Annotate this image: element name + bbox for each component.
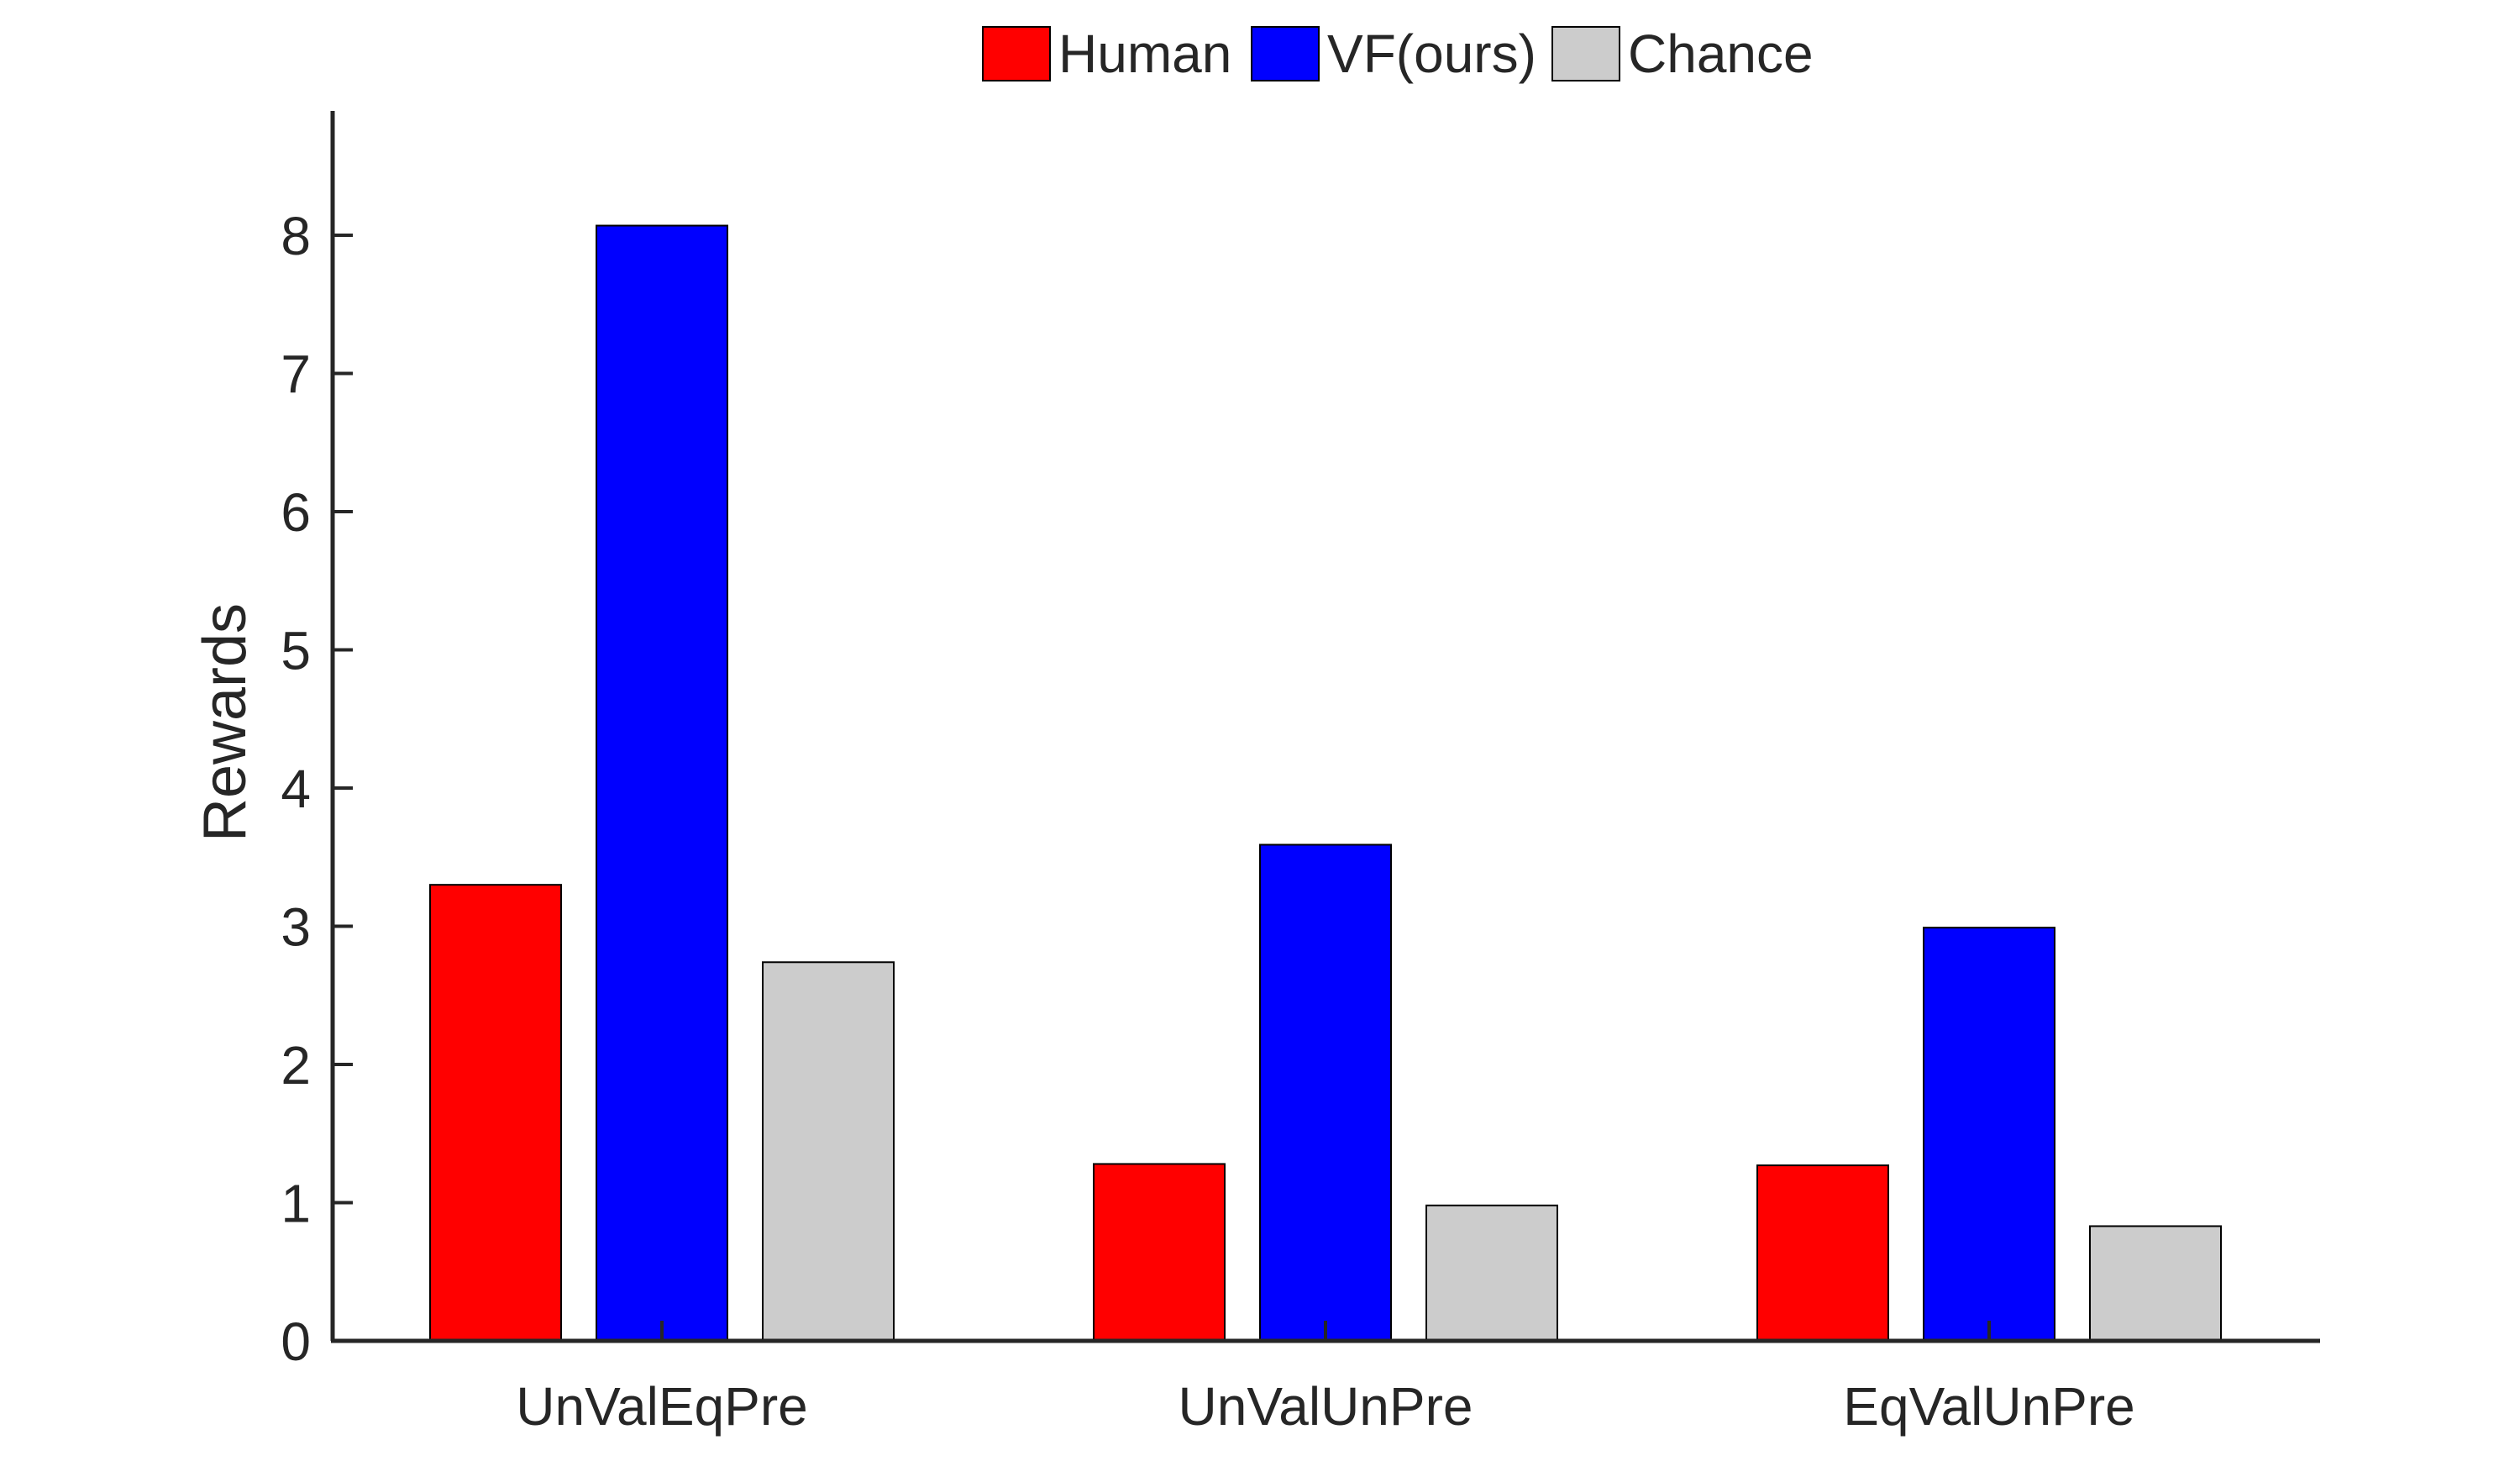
- y-tick-label: 3: [281, 897, 311, 958]
- bar-chance-eqvalunpre: [2089, 1225, 2222, 1342]
- x-tick-label: UnValUnPre: [1179, 1376, 1473, 1437]
- bar-vfours-unvalunpre: [1259, 843, 1392, 1342]
- legend-label: Human: [1058, 24, 1231, 84]
- bar-human-eqvalunpre: [1756, 1164, 1889, 1343]
- y-axis-label: Rewards: [192, 603, 259, 842]
- y-tick-label: 6: [281, 482, 311, 543]
- legend-label: VF(ours): [1327, 24, 1536, 84]
- legend-label: Chance: [1628, 24, 1814, 84]
- ticks-group: 0 1 2 3 4 5 6 7 8 UnValEqPre UnValUnPre EqValUnPre: [281, 206, 2134, 1437]
- bar-vfours-unvaleqpre: [596, 224, 728, 1342]
- legend: Human VF(ours) Chance: [982, 24, 1814, 84]
- y-tick-label: 4: [281, 759, 311, 819]
- y-tick-label: 2: [281, 1035, 311, 1096]
- bar-human-unvalunpre: [1093, 1163, 1226, 1342]
- x-tick-label: UnValEqPre: [516, 1376, 807, 1437]
- bar-chance-unvaleqpre: [762, 961, 895, 1342]
- legend-swatch-chance: [1551, 26, 1620, 81]
- y-tick-label: 1: [281, 1174, 311, 1234]
- bar-human-unvaleqpre: [429, 884, 562, 1343]
- y-tick-label: 7: [281, 344, 311, 405]
- bar-chance-unvalunpre: [1425, 1204, 1558, 1343]
- y-tick-label: 8: [281, 206, 311, 266]
- bar-vfours-eqvalunpre: [1923, 927, 2055, 1342]
- x-tick-label: EqValUnPre: [1843, 1376, 2134, 1437]
- legend-swatch-vfours: [1251, 26, 1320, 81]
- bars-group: [429, 224, 2222, 1343]
- y-tick-label: 5: [281, 621, 311, 681]
- y-tick-label: 0: [281, 1311, 311, 1372]
- legend-swatch-human: [982, 26, 1051, 81]
